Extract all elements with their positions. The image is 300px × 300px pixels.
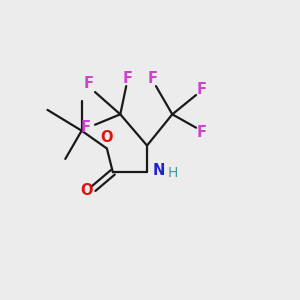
- Text: F: F: [84, 76, 94, 91]
- Text: F: F: [148, 71, 158, 86]
- Text: O: O: [101, 130, 113, 145]
- Text: F: F: [197, 82, 207, 97]
- Text: F: F: [123, 71, 133, 86]
- Text: N: N: [152, 163, 164, 178]
- Text: F: F: [81, 120, 91, 135]
- Text: F: F: [197, 125, 207, 140]
- Text: H: H: [168, 166, 178, 180]
- Text: O: O: [80, 183, 92, 198]
